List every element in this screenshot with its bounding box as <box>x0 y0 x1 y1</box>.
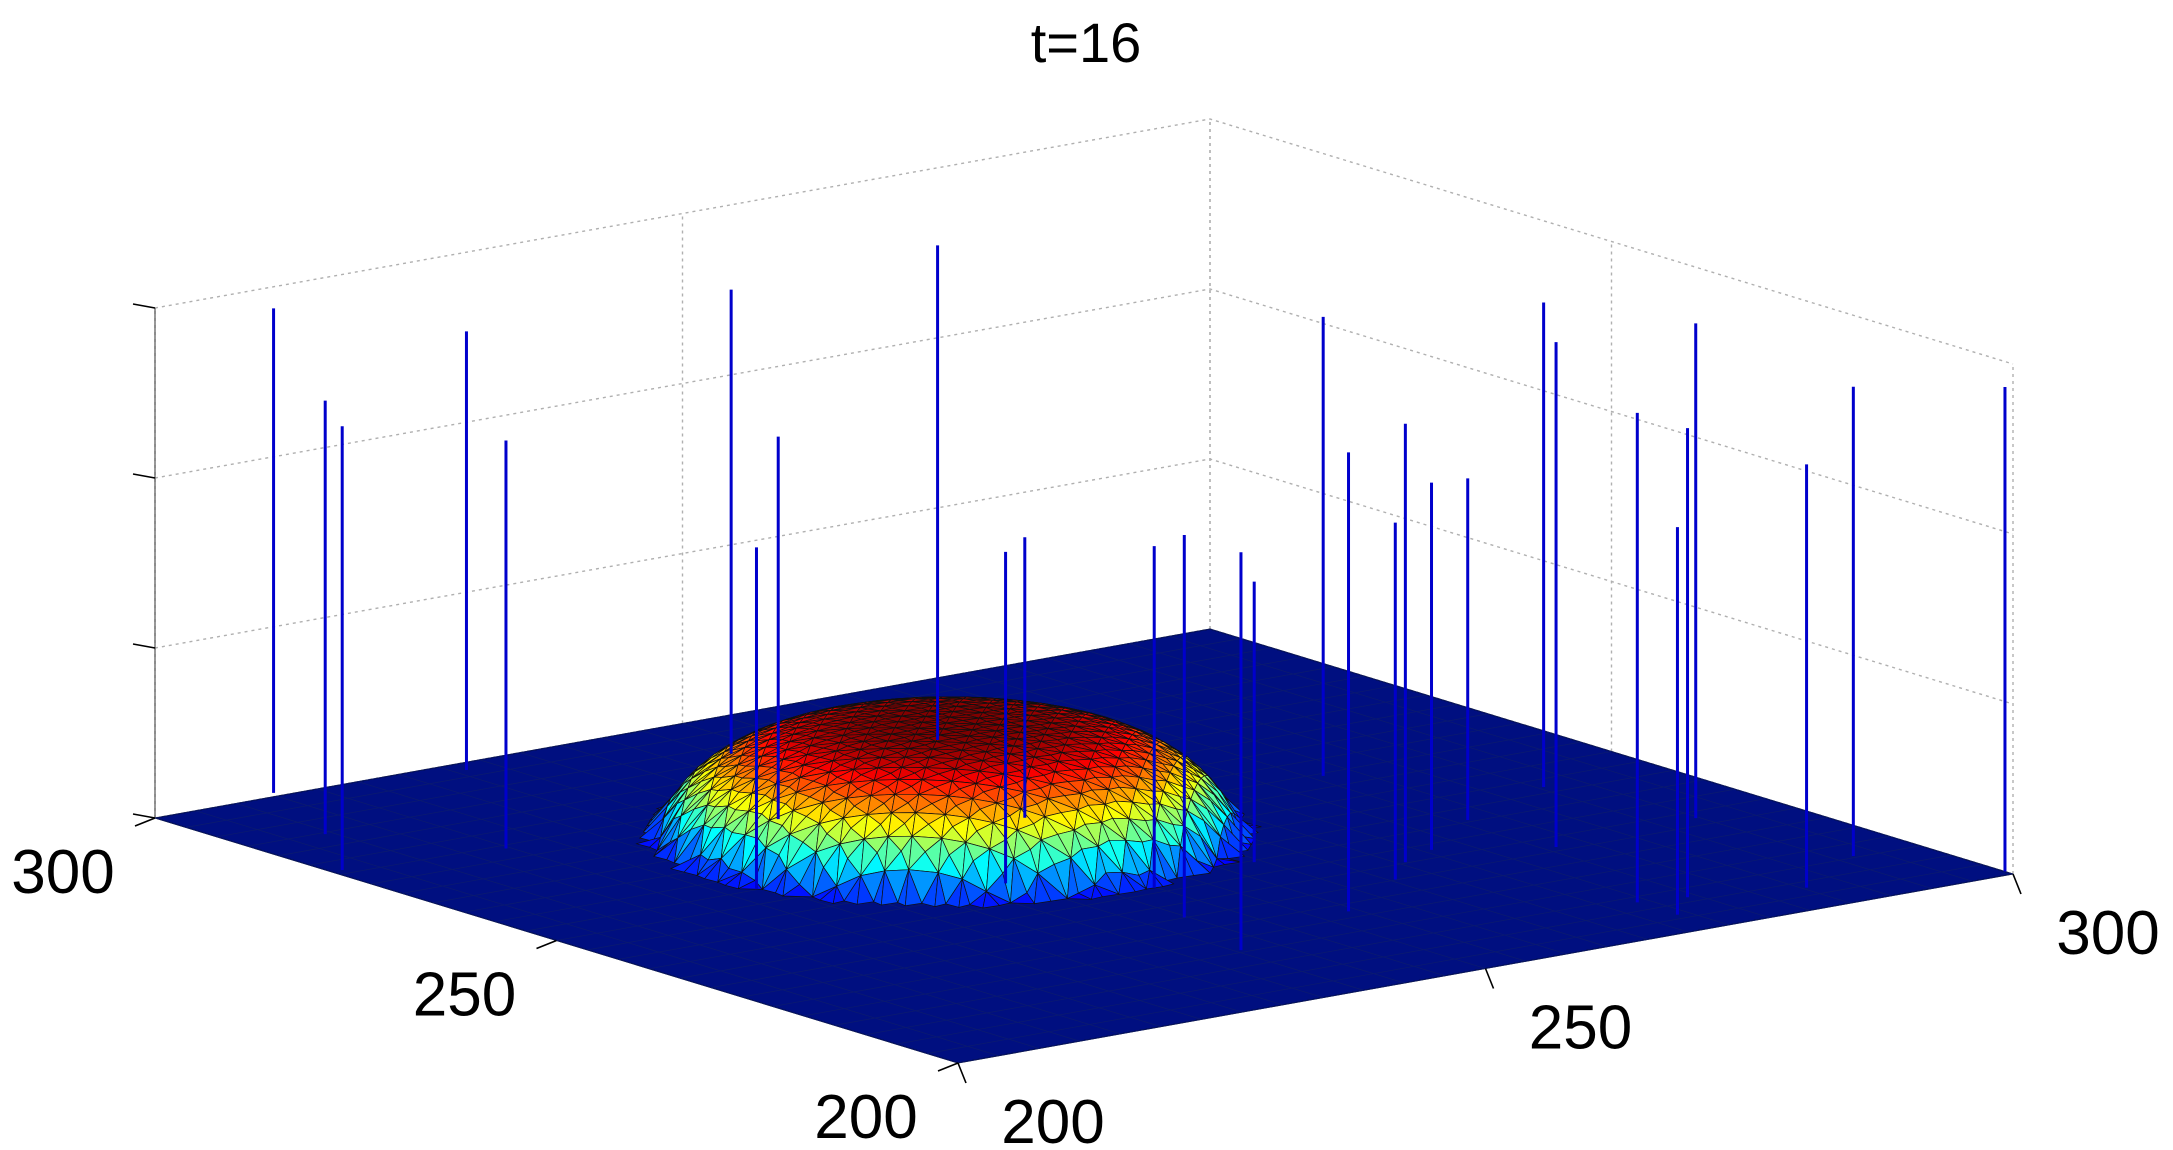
y-tick <box>134 817 156 827</box>
floor-mesh-line <box>966 672 1770 918</box>
surface-facet <box>958 879 971 908</box>
y-tick <box>536 939 557 950</box>
surface-facet <box>1034 872 1052 905</box>
x-tick <box>957 1062 967 1084</box>
z-gridline <box>154 288 2014 535</box>
x-tick <box>1484 968 1495 989</box>
z-tick <box>132 813 156 819</box>
y-tick <box>937 1062 959 1072</box>
y-tick-label: 300 <box>11 838 114 907</box>
surface-facet <box>1090 884 1103 900</box>
surface-facet <box>934 872 947 908</box>
floor-mesh-line <box>1047 657 1851 904</box>
z-tick <box>132 643 156 649</box>
floor-mesh-line <box>154 628 1211 819</box>
floor-mesh-line <box>1209 628 2014 875</box>
stem-lines <box>272 245 2007 951</box>
axes-front: 200 250 300 200 250 300 <box>11 817 2160 1150</box>
surface-facet <box>1212 858 1226 868</box>
z-tick <box>132 303 156 309</box>
surface-facet <box>1118 871 1136 895</box>
floor-mesh-line <box>1088 650 1892 897</box>
surface-facet <box>880 870 899 906</box>
surface-facet <box>1067 892 1092 900</box>
surface-facet <box>904 869 923 907</box>
y-tick-label: 200 <box>814 1083 917 1150</box>
x-tick-label: 200 <box>1001 1088 1104 1150</box>
surface-facet <box>856 874 875 905</box>
z-tick <box>132 473 156 479</box>
z-gridline <box>154 118 2014 365</box>
surface-facet <box>832 885 845 904</box>
x-tick <box>2012 873 2022 895</box>
floor-mesh-line <box>1128 643 1932 889</box>
surface-facet <box>1009 892 1036 904</box>
floor-mesh-line <box>185 638 1241 828</box>
chart-title: t=16 <box>1031 11 1142 74</box>
x-tick-label: 250 <box>1529 994 1632 1063</box>
surface-facet <box>781 884 814 898</box>
floor-mesh-line <box>1169 635 1973 882</box>
surface-facet <box>982 890 1001 909</box>
x-tick-label: 300 <box>2056 899 2159 968</box>
y-tick-label: 250 <box>413 961 516 1030</box>
